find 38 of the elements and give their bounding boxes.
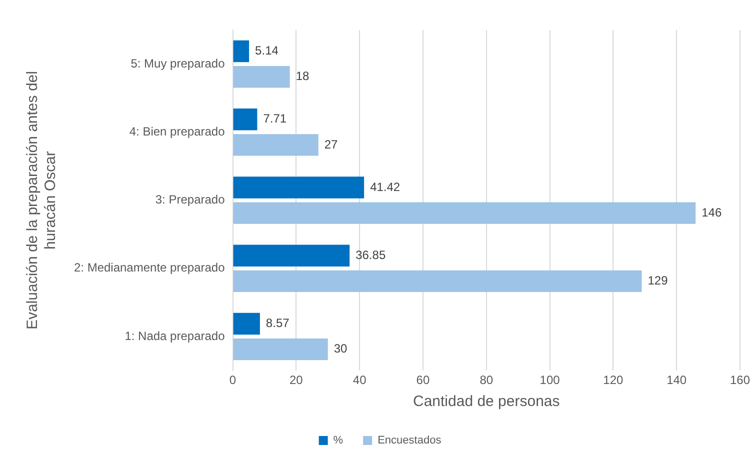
x-tick-label: 40 [352, 373, 367, 388]
y-tick-label: 5: Muy preparado [130, 56, 226, 70]
data-label: 146 [702, 205, 722, 220]
x-tick-label: 160 [730, 373, 750, 388]
x-tick-label: 120 [603, 373, 624, 388]
data-label: 5.14 [255, 44, 279, 58]
bar [233, 338, 328, 360]
data-label: 36.85 [356, 248, 386, 262]
x-axis-title: Cantidad de personas [412, 393, 560, 410]
data-label: 7.71 [263, 112, 287, 126]
bar [233, 66, 290, 88]
y-tick-label: 4: Bien preparado [129, 124, 226, 138]
bar [233, 176, 364, 198]
data-label: 30 [334, 342, 348, 356]
x-tick-label: 0 [229, 373, 236, 388]
bar [233, 270, 642, 292]
x-tick-label: 60 [416, 373, 430, 388]
legend-label: Encuestados [378, 434, 442, 447]
bar [233, 134, 318, 156]
bar [233, 312, 260, 335]
data-label: 41.42 [370, 180, 400, 194]
data-label: 18 [296, 69, 310, 84]
data-label: 27 [324, 137, 338, 152]
legend-label: % [333, 434, 344, 447]
bar [233, 108, 258, 130]
x-tick-label: 140 [666, 373, 687, 388]
data-label: 8.57 [266, 316, 290, 330]
bar [233, 40, 250, 62]
x-tick-label: 80 [480, 373, 494, 388]
bar [233, 244, 350, 267]
y-tick-label: 1: Nada preparado [124, 328, 226, 343]
y-tick-label: 2: Medianamente preparado [74, 260, 226, 275]
x-tick-label: 100 [540, 373, 560, 388]
x-tick-label: 20 [289, 373, 304, 388]
y-axis-title: Evaluación de la preparación antes del huracán Oscar [24, 71, 60, 330]
y-tick-label: 3: Preparado [155, 192, 226, 207]
data-label: 129 [648, 274, 668, 288]
bar [233, 202, 696, 224]
